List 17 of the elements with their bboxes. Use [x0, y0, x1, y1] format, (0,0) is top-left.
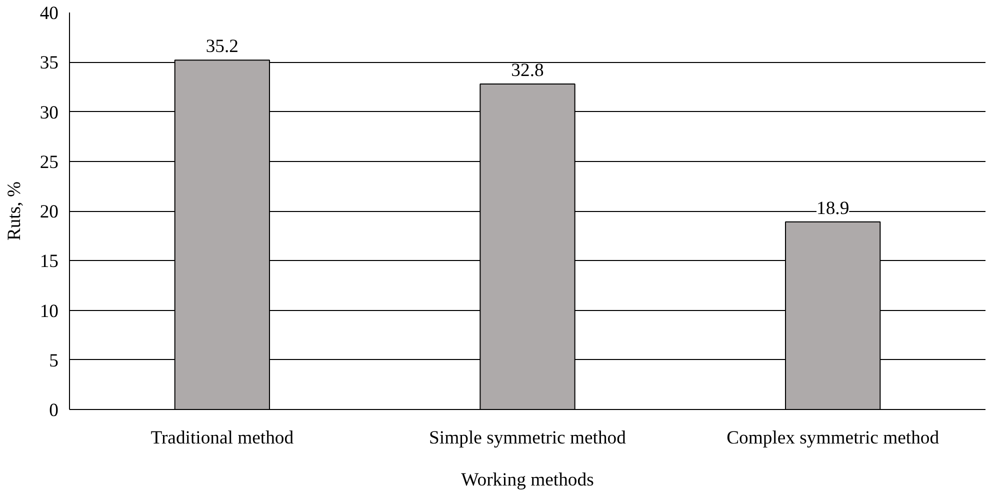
- y-axis-title: Ruts, %: [4, 181, 25, 241]
- x-axis-title: Working methods: [461, 470, 594, 490]
- y-tick-label: 0: [49, 400, 58, 421]
- data-label: 32.8: [511, 60, 544, 81]
- y-tick-label: 5: [49, 350, 58, 372]
- y-tick-label: 25: [40, 152, 58, 173]
- y-tick-label: 40: [40, 3, 58, 24]
- x-tick-label: Simple symmetric method: [429, 428, 627, 448]
- x-tick-label: Complex symmetric method: [726, 428, 940, 448]
- y-tick-label: 30: [40, 102, 58, 124]
- y-tick-label: 20: [40, 202, 58, 222]
- y-tick-label: 35: [40, 52, 58, 74]
- y-tick-label: 15: [40, 251, 58, 272]
- data-label: 18.9: [816, 198, 850, 219]
- x-tick-label: Traditional method: [150, 428, 294, 448]
- y-tick-label: 10: [40, 300, 58, 322]
- data-label: 35.2: [206, 36, 238, 58]
